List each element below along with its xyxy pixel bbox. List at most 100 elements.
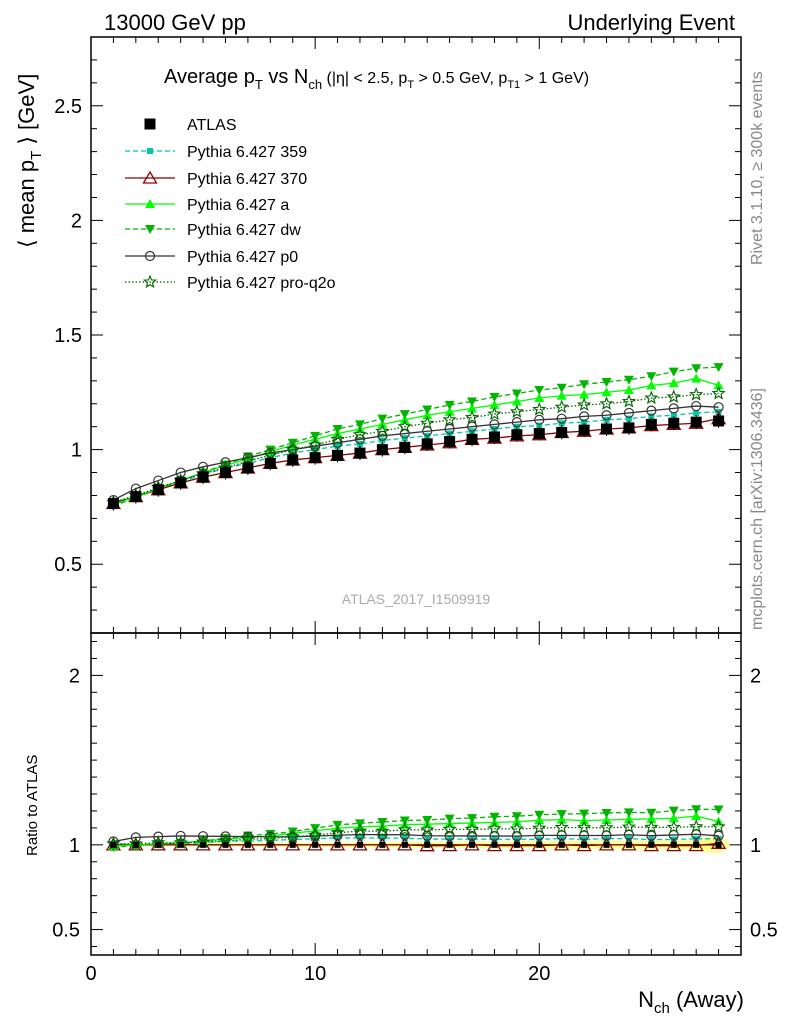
ratio-point [668,813,679,823]
reference-point [421,438,433,450]
ratio-point [467,814,478,824]
series-point [399,410,410,420]
ratio-reference-point [244,841,251,848]
ratio-point [464,837,480,851]
reference-point [488,431,500,443]
series-point [601,377,612,387]
ratio-point [509,838,525,852]
legend-marker [142,170,158,184]
ratio-point [420,822,435,837]
legend-marker [147,148,153,154]
series-point [534,386,545,396]
ratio-point [198,836,209,846]
ratio-y-tick-label-left: 0.5 [52,920,80,942]
reference-point [376,444,388,456]
ratio-point [511,812,522,822]
ratio-point [441,838,458,852]
reference-point [713,415,725,427]
reference-point [242,462,254,474]
ratio-point [285,837,301,851]
ratio-point [197,831,209,842]
ratio-point [175,830,186,842]
reference-point [690,416,702,428]
reference-point [197,471,209,483]
chart-title: Average pT vs Nch (|η| < 2.5, pT > 0.5 G… [164,66,589,92]
ratio-point [377,829,388,840]
ratio-reference-point [603,841,610,848]
ratio-reference-point [200,841,207,848]
series-line [113,418,719,505]
mcplots-credit-label: mcplots.cern.ch [arXiv:1306.3436] [749,388,766,630]
ratio-point [688,838,704,852]
ratio-reference-point [491,841,498,848]
series-point [599,396,614,410]
series-point [334,443,341,450]
ratio-plot-frame [90,632,742,956]
ratio-point [285,829,300,843]
ratio-point [375,823,390,838]
ratio-line [113,808,719,848]
series-point [576,397,592,411]
series-point [601,387,612,397]
header-analysis-label: Underlying Event [567,10,735,35]
ratio-point [601,830,612,841]
ratio-point [354,829,366,840]
ratio-reference-data [110,841,722,848]
legend-atlas-label: ATLAS [187,117,237,134]
ratio-panel [90,632,742,956]
ratio-series [105,805,731,854]
ratio-point [601,808,612,818]
ratio-point [621,819,637,834]
title-part-sub3: T [407,79,414,91]
series-point [422,405,433,415]
ratio-point [599,820,614,834]
ratio-point [668,806,679,816]
ratio-point [554,837,570,851]
x-tick-label: 20 [528,963,550,985]
series-point [621,393,637,408]
reference-point [444,436,456,448]
legend-marker [142,274,158,289]
ylabel-open: ⟨ mean p [14,160,39,248]
series-point [711,385,726,400]
legend-marker [144,250,156,262]
header-beam-label: 13000 GeV pp [104,10,246,35]
y-tick-label: 2 [71,210,82,232]
ratio-point [646,808,657,818]
series-point [467,397,478,407]
ratio-point [554,819,569,834]
ratio-point [486,838,503,852]
reference-point [332,449,344,461]
ratio-point [531,838,547,852]
legend-label: Pythia 6.427 pro-q2o [187,275,336,292]
ratio-point [422,816,433,826]
ratio-point [643,838,659,852]
series-point [310,431,321,441]
title-part-cond1: (|η| < 2.5, p [322,70,407,87]
series-point [534,393,545,403]
xlabel-main: N [638,987,654,1012]
series-point [689,387,704,401]
ratio-point [691,811,702,821]
series-point [693,409,700,416]
ratio-point [534,810,545,820]
series-point [422,410,433,420]
series-point [307,437,323,452]
ratio-point [710,836,727,849]
ratio-point [399,816,410,826]
ratio-reference-point [536,841,543,848]
ratio-point [623,808,634,818]
series-point [668,403,679,414]
ratio-point [307,837,323,851]
ratio-point [262,837,278,851]
series-point [623,375,634,385]
reference-point [107,497,119,509]
ratio-point [330,825,345,839]
ratio-reference-point [267,841,274,848]
reference-point [533,428,545,440]
series-point [601,410,612,421]
series-point [332,424,343,434]
reference-point [511,429,523,441]
x-tick-label: 0 [85,963,96,985]
ratio-point [576,838,592,852]
